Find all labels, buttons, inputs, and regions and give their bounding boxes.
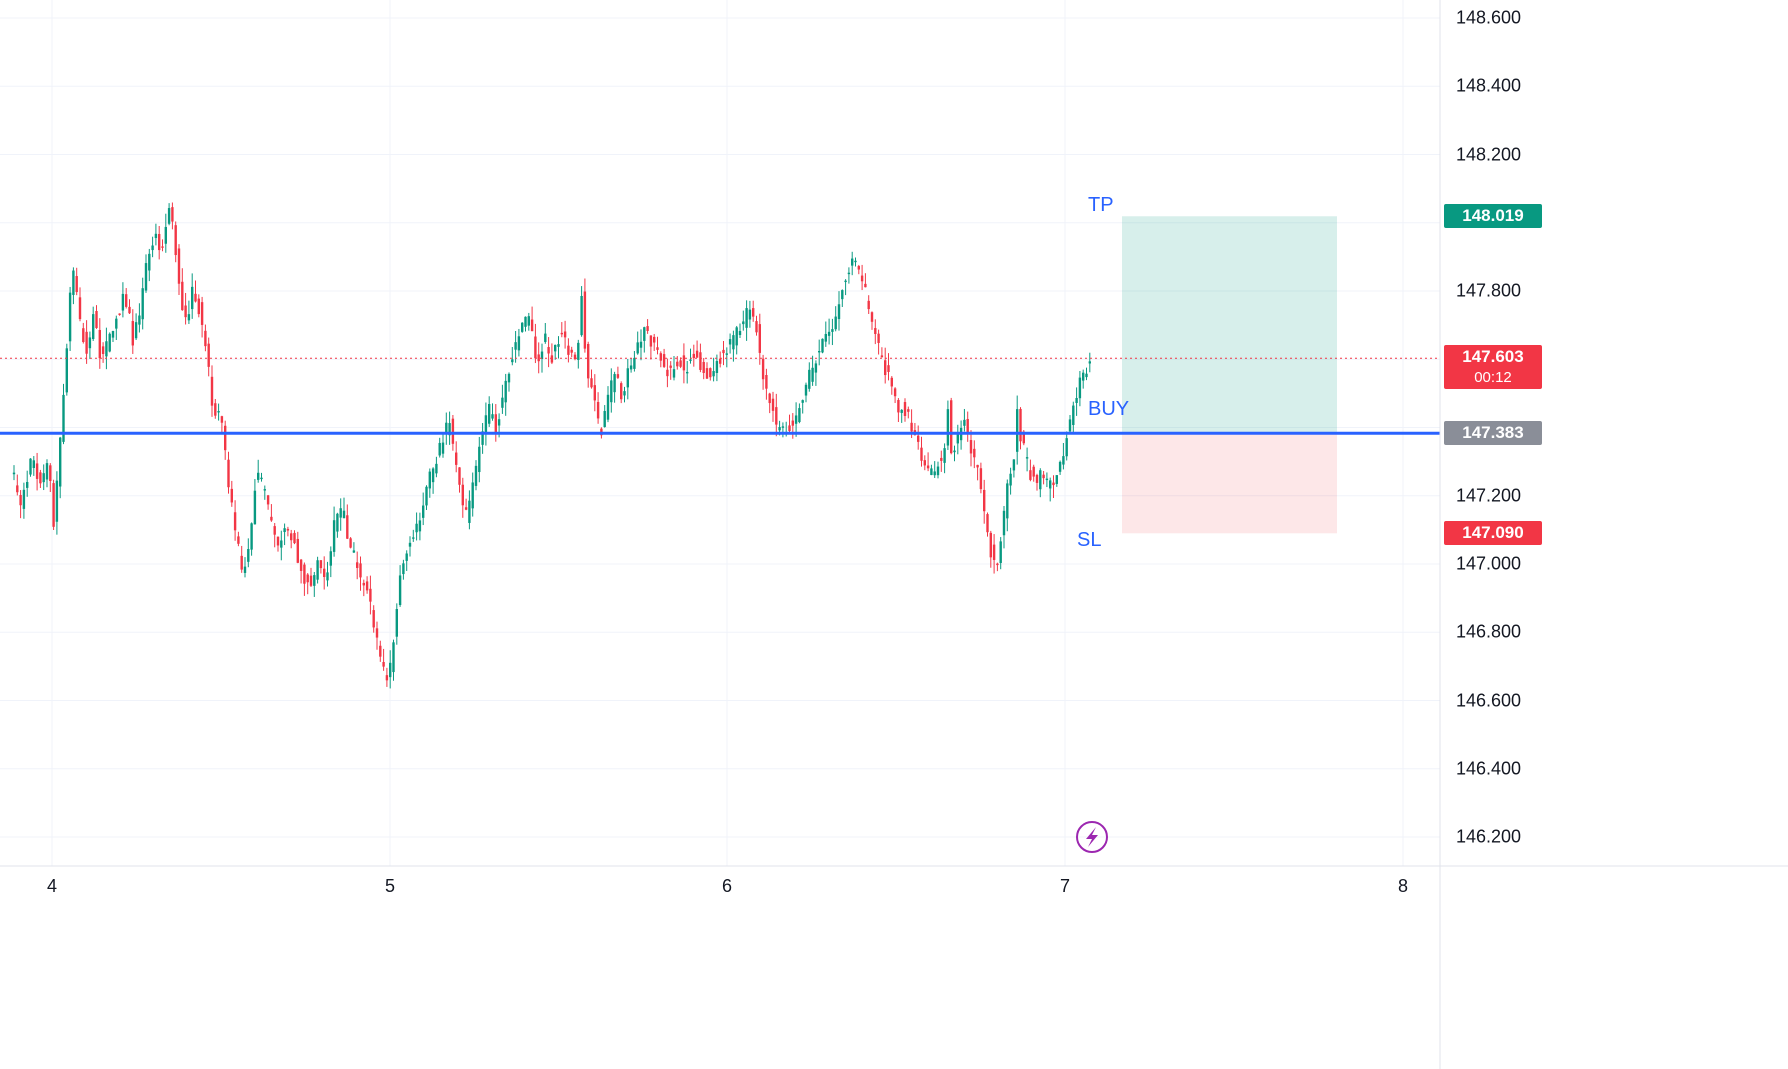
price-axis-label: 148.400	[1456, 75, 1522, 96]
last-price-badge: 147.603 00:12	[1444, 345, 1542, 390]
price-axis-label: 148.200	[1456, 144, 1522, 164]
price-axis-label: 147.200	[1456, 485, 1522, 506]
last-price-value: 147.603	[1462, 347, 1524, 367]
price-axis-label: 148.600	[1456, 7, 1522, 28]
sl-label[interactable]: SL	[1077, 529, 1102, 552]
time-axis-label: 5	[384, 876, 396, 896]
time-axis-label: 6	[721, 876, 733, 896]
sl-price-badge[interactable]: 147.090	[1444, 521, 1542, 546]
price-axis-label: 146.800	[1456, 621, 1522, 642]
lightning-bolt-icon[interactable]	[1076, 821, 1108, 853]
time-axis-label: 7	[1059, 876, 1071, 896]
bar-countdown-timer: 00:12	[1474, 369, 1512, 387]
price-axis-label: 146.400	[1456, 758, 1522, 779]
time-axis-label: 8	[1397, 876, 1409, 896]
tp-label[interactable]: TP	[1088, 194, 1114, 217]
price-axis-label: 147.000	[1456, 553, 1522, 574]
price-axis-label: 146.600	[1456, 690, 1522, 710]
tp-price-badge[interactable]: 148.019	[1444, 204, 1542, 229]
buy-label[interactable]: BUY	[1088, 398, 1130, 421]
price-axis-label: 146.200	[1456, 826, 1522, 847]
price-axis-label: 147.800	[1456, 280, 1522, 301]
time-axis-label: 4	[46, 876, 58, 896]
entry-price-badge[interactable]: 147.383	[1444, 421, 1542, 446]
